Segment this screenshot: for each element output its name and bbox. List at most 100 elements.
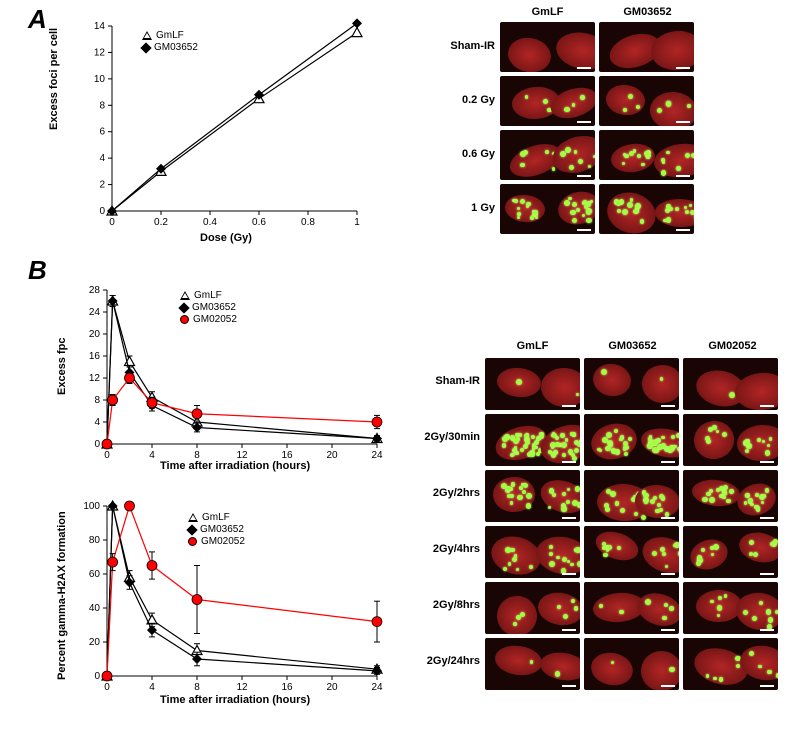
svg-text:40: 40 xyxy=(89,603,101,614)
svg-text:0.8: 0.8 xyxy=(301,217,315,228)
svg-text:12: 12 xyxy=(236,682,248,693)
legend-a-gm03652: GM03652 xyxy=(154,42,198,53)
svg-text:28: 28 xyxy=(89,285,101,296)
svg-text:0: 0 xyxy=(94,439,100,450)
micrograph-cell xyxy=(485,582,580,634)
svg-text:16: 16 xyxy=(89,351,101,362)
micrograph-cell xyxy=(584,414,679,466)
micrograph-cell xyxy=(500,184,595,234)
micrograph-cell xyxy=(599,22,694,72)
micrograph-cell xyxy=(683,582,778,634)
panel-b2-ylabel: Percent gamma-H2AX formation xyxy=(56,511,68,680)
panel-b-row-1: 2Gy/30min xyxy=(408,431,480,443)
svg-text:4: 4 xyxy=(149,682,155,693)
micrograph-cell xyxy=(485,638,580,690)
panel-b2-legend: GmLF GM03652 GM02052 xyxy=(188,512,245,548)
svg-text:4: 4 xyxy=(94,417,100,428)
micrograph-cell xyxy=(500,130,595,180)
svg-text:20: 20 xyxy=(326,450,338,461)
micrograph-cell xyxy=(584,470,679,522)
micrograph-cell xyxy=(500,22,595,72)
svg-text:100: 100 xyxy=(83,501,100,512)
svg-text:0.2: 0.2 xyxy=(154,217,168,228)
panel-b-micrographs xyxy=(485,358,778,690)
svg-text:4: 4 xyxy=(149,450,155,461)
svg-text:20: 20 xyxy=(326,682,338,693)
panel-a-col-gm03652: GM03652 xyxy=(600,6,695,18)
panel-b-row-3: 2Gy/4hrs xyxy=(408,543,480,555)
micrograph-cell xyxy=(485,358,580,410)
svg-text:16: 16 xyxy=(281,682,293,693)
svg-text:8: 8 xyxy=(94,395,100,406)
legend-a-gmlf: GmLF xyxy=(156,30,184,41)
svg-text:20: 20 xyxy=(89,637,101,648)
panel-b-row-4: 2Gy/8hrs xyxy=(408,599,480,611)
panel-a-label: A xyxy=(28,4,47,35)
svg-text:24: 24 xyxy=(371,682,383,693)
micrograph-cell xyxy=(683,470,778,522)
panel-b1-legend: GmLF GM03652 GM02052 xyxy=(180,290,237,326)
legend-b2-0: GmLF xyxy=(202,512,230,523)
panel-a-row-1: 1 Gy xyxy=(430,202,495,214)
panel-b2-xlabel: Time after irradiation (hours) xyxy=(160,694,310,706)
svg-text:8: 8 xyxy=(99,100,105,111)
micrograph-cell xyxy=(500,76,595,126)
micrograph-cell xyxy=(599,130,694,180)
panel-b1-ylabel: Excess fpc xyxy=(56,338,68,395)
svg-text:2: 2 xyxy=(99,180,105,191)
panel-b-col-2: GM02052 xyxy=(685,340,780,352)
svg-text:12: 12 xyxy=(94,47,106,58)
svg-text:24: 24 xyxy=(371,450,383,461)
legend-b1-0: GmLF xyxy=(194,290,222,301)
panel-b-col-1: GM03652 xyxy=(585,340,680,352)
svg-text:0.6: 0.6 xyxy=(252,217,266,228)
svg-text:6: 6 xyxy=(99,127,105,138)
micrograph-cell xyxy=(683,414,778,466)
micrograph-cell xyxy=(599,184,694,234)
panel-a-ylabel: Excess foci per cell xyxy=(48,28,60,130)
micrograph-cell xyxy=(683,638,778,690)
svg-text:14: 14 xyxy=(94,21,106,32)
panel-a-chart: 02468101214 00.20.40.60.81 xyxy=(62,16,372,246)
micrograph-cell xyxy=(584,582,679,634)
panel-b1-xlabel: Time after irradiation (hours) xyxy=(160,460,310,472)
legend-b2-2: GM02052 xyxy=(201,536,245,547)
panel-b-row-2: 2Gy/2hrs xyxy=(408,487,480,499)
svg-text:0: 0 xyxy=(94,671,100,682)
legend-b2-1: GM03652 xyxy=(200,524,244,535)
svg-text:0: 0 xyxy=(109,217,115,228)
panel-b-label: B xyxy=(28,255,47,286)
panel-a-col-gmlf: GmLF xyxy=(500,6,595,18)
svg-text:0: 0 xyxy=(104,450,110,461)
svg-text:8: 8 xyxy=(194,682,200,693)
micrograph-cell xyxy=(683,526,778,578)
panel-a-row-02: 0.2 Gy xyxy=(430,94,495,106)
svg-text:60: 60 xyxy=(89,569,101,580)
panel-a-legend: GmLF GM03652 xyxy=(142,30,198,54)
panel-b-row-0: Sham-IR xyxy=(408,375,480,387)
panel-a-micrographs xyxy=(500,22,694,234)
micrograph-cell xyxy=(485,414,580,466)
panel-b-col-0: GmLF xyxy=(485,340,580,352)
micrograph-cell xyxy=(485,526,580,578)
panel-a-row-06: 0.6 Gy xyxy=(430,148,495,160)
svg-text:20: 20 xyxy=(89,329,101,340)
micrograph-cell xyxy=(683,358,778,410)
legend-b1-2: GM02052 xyxy=(193,314,237,325)
micrograph-cell xyxy=(584,638,679,690)
panel-b-row-5: 2Gy/24hrs xyxy=(408,655,480,667)
micrograph-cell xyxy=(485,470,580,522)
panel-a-row-sham: Sham-IR xyxy=(430,40,495,52)
svg-text:1: 1 xyxy=(354,217,360,228)
svg-text:4: 4 xyxy=(99,153,105,164)
svg-text:10: 10 xyxy=(94,74,106,85)
svg-text:12: 12 xyxy=(89,373,101,384)
micrograph-cell xyxy=(584,358,679,410)
svg-text:80: 80 xyxy=(89,535,101,546)
svg-text:24: 24 xyxy=(89,307,101,318)
micrograph-cell xyxy=(599,76,694,126)
panel-a-xlabel: Dose (Gy) xyxy=(200,232,252,244)
svg-text:0.4: 0.4 xyxy=(203,217,217,228)
svg-text:0: 0 xyxy=(104,682,110,693)
micrograph-cell xyxy=(584,526,679,578)
